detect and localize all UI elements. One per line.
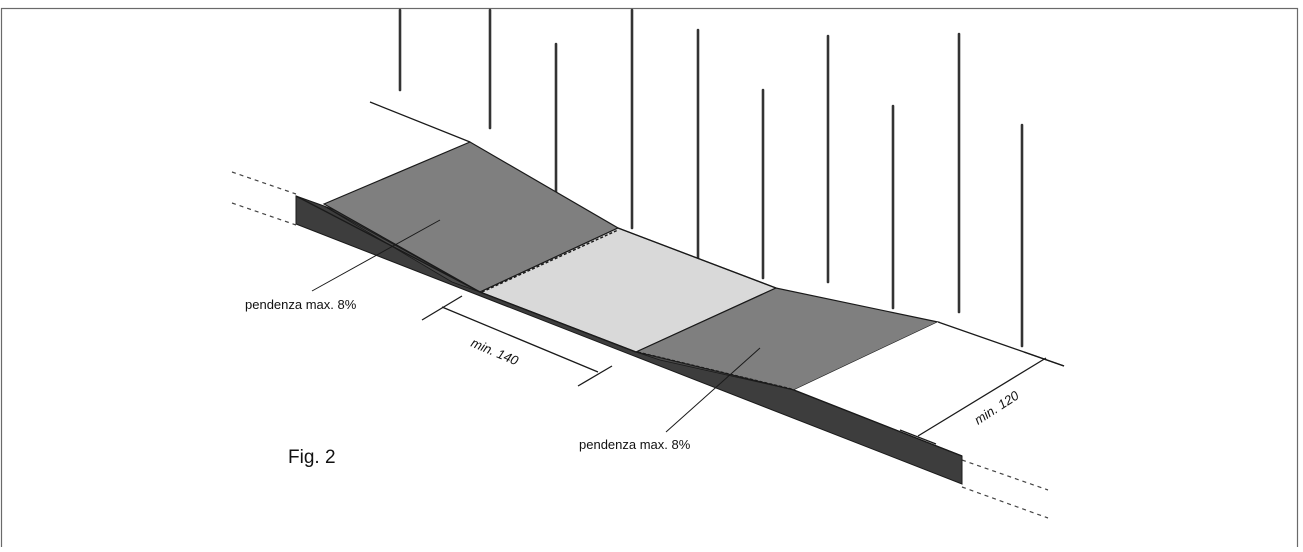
- dashed-line: [961, 486, 1049, 519]
- dim-line: [917, 357, 1047, 437]
- dim-tick: [577, 365, 613, 387]
- dim-tick: [421, 295, 463, 321]
- leader-line-left: [311, 219, 441, 292]
- label-slope-right: pendenza max. 8%: [579, 437, 691, 452]
- front-edge-right: [793, 389, 963, 457]
- back-edge-mid: [617, 227, 777, 289]
- back-edge-left: [369, 101, 471, 143]
- ramp-right-edge-dotted: [637, 351, 793, 390]
- label-min-140: min. 140: [469, 335, 521, 369]
- front-edge-landing: [479, 291, 637, 353]
- pavement-strip: [794, 322, 1064, 432]
- dimension-min-120: [899, 351, 1065, 445]
- label-slope-left: pendenza max. 8%: [245, 297, 357, 312]
- figure-frame: [0, 7, 1299, 552]
- ramp-right-side: [635, 351, 795, 391]
- leader-line-right: [665, 347, 761, 433]
- vertical-posts: [398, 8, 1024, 348]
- figure-caption: Fig. 2: [288, 447, 336, 468]
- dim-tick: [1023, 351, 1065, 367]
- leader-lines: [311, 219, 761, 433]
- dimension-min-140: [421, 295, 613, 387]
- dashed-line: [231, 171, 297, 195]
- front-edge-left: [295, 195, 481, 293]
- dashed-edges: [231, 171, 1049, 519]
- dim-tick: [899, 429, 937, 445]
- dashed-line: [231, 202, 297, 226]
- dashed-line: [961, 459, 1049, 491]
- dim-line: [441, 306, 599, 373]
- back-edges: [295, 101, 1065, 457]
